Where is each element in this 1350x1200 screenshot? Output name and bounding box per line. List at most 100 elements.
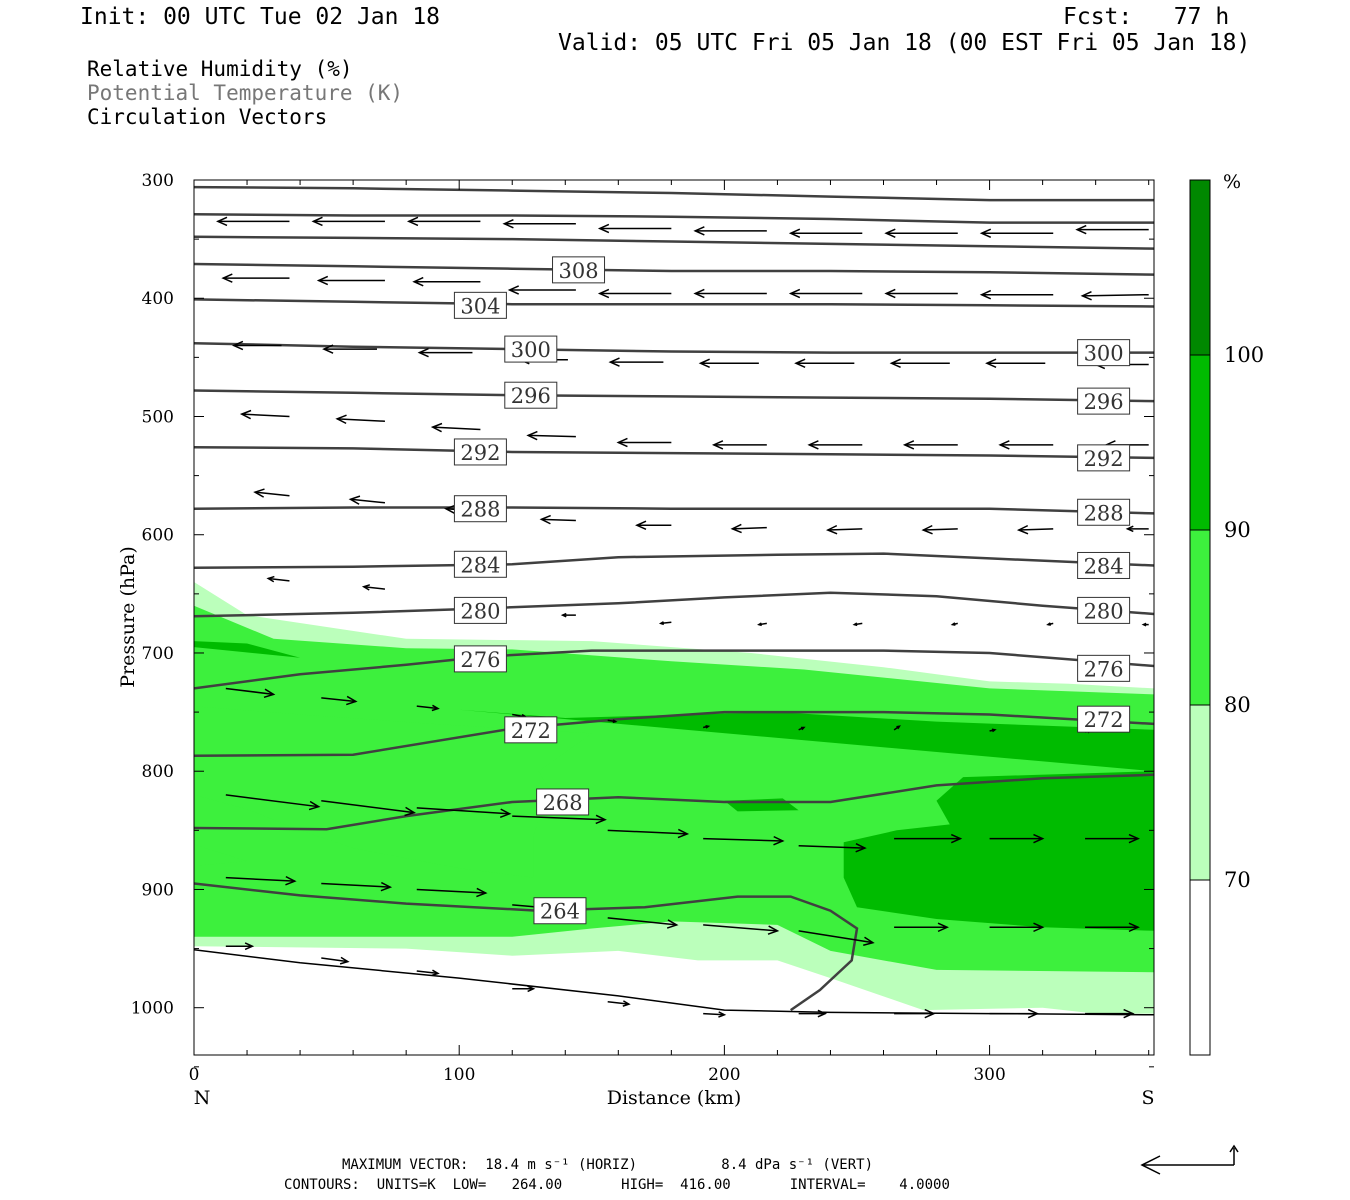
circulation-vector <box>512 814 607 825</box>
circulation-vector <box>321 800 416 817</box>
vector-head <box>863 936 875 946</box>
circulation-vector <box>794 358 855 369</box>
circulation-vector <box>321 956 350 965</box>
circulation-vector <box>921 524 958 535</box>
vector-head <box>666 919 679 929</box>
vector-head <box>896 725 901 730</box>
vector-head <box>1141 622 1147 627</box>
colorbar-frame <box>1189 179 1211 1056</box>
reference-vector-icon <box>1140 1144 1239 1175</box>
theta-contour-label: 284 <box>453 550 507 578</box>
vector-head <box>950 622 956 626</box>
vector-shaft <box>268 577 290 582</box>
contour-label-text: 284 <box>460 553 500 577</box>
theta-contour-300 <box>194 341 1154 354</box>
vector-head <box>757 622 762 627</box>
circulation-vector <box>1080 290 1149 301</box>
vector-shaft <box>337 418 385 422</box>
vector-head <box>266 575 275 583</box>
y-tick-label: 400 <box>142 289 174 309</box>
circulation-vector <box>894 922 949 933</box>
vector-head <box>902 440 915 450</box>
vector-head <box>430 422 443 433</box>
theta-contour-308 <box>194 262 1154 276</box>
vector-shaft <box>432 426 481 431</box>
circulation-vector <box>807 440 863 450</box>
vector-head <box>612 719 618 724</box>
theta-contour-label: 280 <box>1077 596 1131 624</box>
contour-info-text: CONTOURS: UNITS=K LOW= 264.00 HIGH= 416.… <box>284 1177 950 1193</box>
contour-label-text: 268 <box>543 791 583 815</box>
x-tick-label: 0 <box>189 1065 200 1085</box>
circulation-vector <box>507 285 576 295</box>
vector-head <box>231 340 244 351</box>
theta-contour-284 <box>194 552 1154 570</box>
contour-label-box <box>1077 654 1131 682</box>
x-tick-label: 300 <box>973 1065 1005 1085</box>
contour-label-box <box>504 381 558 409</box>
vector-shaft <box>703 924 778 932</box>
vector-head <box>635 520 647 531</box>
circulation-vector <box>989 833 1045 844</box>
vector-shaft <box>703 1012 725 1016</box>
rh-fill-layer <box>194 582 1154 1014</box>
circulation-vector <box>1125 525 1149 533</box>
circulation-vector <box>607 1000 631 1007</box>
circulation-vector <box>321 695 358 706</box>
vector-layer <box>216 216 1149 1019</box>
circulation-vector <box>430 422 481 433</box>
circulation-vector <box>884 288 958 299</box>
vector-head <box>979 289 992 300</box>
x-tick-label: 200 <box>708 1065 740 1085</box>
circulation-vector <box>607 719 618 724</box>
circulation-vector <box>607 917 679 929</box>
vector-head <box>889 358 901 369</box>
vector-head <box>311 216 323 227</box>
theta-contour-label: 280 <box>453 596 507 624</box>
vector-head <box>348 495 361 505</box>
circulation-vector <box>979 289 1054 300</box>
vector-head <box>800 726 806 731</box>
circulation-vector <box>894 1008 936 1019</box>
theta-contour <box>194 185 1154 202</box>
rh-region-80 <box>194 706 592 878</box>
vector-head <box>884 288 896 299</box>
circulation-vector <box>322 344 377 354</box>
contour-label-text: 308 <box>558 259 598 283</box>
vector-head <box>677 828 690 839</box>
vector-head <box>1123 1008 1135 1019</box>
contour-label-text: 264 <box>540 900 580 924</box>
circulation-vector <box>216 216 290 227</box>
vector-head <box>1128 922 1140 933</box>
colorbar-level-label: 90 <box>1224 518 1251 542</box>
circulation-vector <box>416 704 440 712</box>
y-tick-label: 1000 <box>131 999 174 1019</box>
theta-contour-280 <box>194 591 1154 618</box>
circulation-vector <box>225 794 321 811</box>
vector-head <box>937 922 949 933</box>
vector-head <box>239 409 252 420</box>
circulation-vector <box>266 575 290 583</box>
theta-contour-label: 272 <box>1077 705 1131 733</box>
colorbar-level-label: 70 <box>1224 868 1251 892</box>
circulation-vector <box>616 437 672 448</box>
vector-head <box>985 358 997 369</box>
contour-label-text: 272 <box>1084 708 1124 732</box>
circulation-vector <box>884 228 958 238</box>
circulation-vector <box>989 1008 1040 1019</box>
vector-shaft <box>416 970 439 975</box>
vector-shaft <box>528 434 576 438</box>
vector-head <box>499 808 512 818</box>
vector-head <box>991 728 997 733</box>
circulation-vector <box>788 288 863 299</box>
rh-region-90 <box>459 709 1154 931</box>
circulation-vector <box>539 514 576 525</box>
contour-label-box <box>1077 339 1131 367</box>
contour-label-box <box>453 291 507 319</box>
contour-label-box <box>504 716 558 744</box>
circulation-vector <box>703 835 785 846</box>
vector-head <box>718 1011 727 1018</box>
theta-contour-label: 288 <box>453 495 507 523</box>
theta-contour-label: 292 <box>453 438 507 466</box>
